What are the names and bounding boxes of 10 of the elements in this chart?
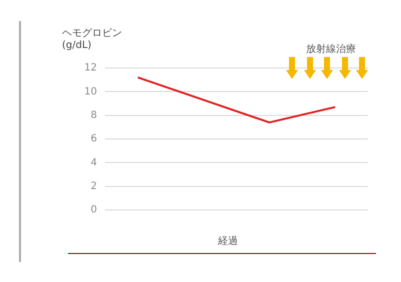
y-tick-label: 0 — [90, 204, 97, 216]
y-axis-title: ヘモグロビン (g/dL) — [62, 28, 123, 52]
y-tick-label: 12 — [84, 62, 97, 74]
y-tick-label: 2 — [90, 180, 97, 192]
y-tick-label: 8 — [90, 110, 97, 121]
y-tick-label: 4 — [90, 157, 97, 168]
y-tick-label: 10 — [84, 86, 97, 98]
x-axis-title: 経過 — [217, 235, 239, 248]
y-tick-label: 6 — [90, 134, 97, 145]
text: 放射線治療 — [305, 42, 357, 56]
